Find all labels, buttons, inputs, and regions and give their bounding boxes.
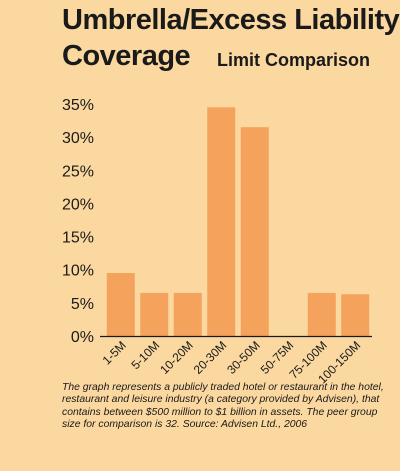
- bar-5-10M: [140, 292, 169, 336]
- y-tick-label: 0%: [71, 329, 94, 346]
- y-tick-label: 35%: [62, 97, 94, 114]
- bar-30-50M: [240, 127, 269, 336]
- x-axis-tick-labels: 1-5M 5-10M10-20M20-30M30-50M50-75M75-100M…: [100, 338, 364, 386]
- y-tick-label: 15%: [62, 230, 94, 247]
- x-tick-label: 1-5M: [100, 338, 129, 367]
- x-tick-label: 30-50M: [224, 338, 263, 377]
- chart-subtitle: Limit Comparison: [217, 50, 371, 70]
- y-tick-label: 10%: [62, 263, 94, 280]
- chart-title-line2: Coverage: [62, 40, 191, 72]
- x-tick-label: 10-20M: [157, 338, 196, 377]
- bar-1-5M: [106, 273, 135, 336]
- y-tick-label: 30%: [62, 130, 94, 147]
- bar-10-20M: [173, 292, 202, 336]
- bar-20-30M: [207, 107, 236, 336]
- bar-75-100M: [307, 292, 336, 336]
- y-tick-label: 20%: [62, 196, 94, 213]
- y-tick-label: 5%: [71, 296, 94, 313]
- x-tick-label: 20-30M: [191, 338, 230, 377]
- chart-title-line1: Umbrella/Excess Liability: [62, 4, 400, 36]
- bar-100-150M: [341, 294, 370, 336]
- y-axis-ticks: 0% 5% 10% 15% 20% 25% 30% 35%: [62, 97, 94, 346]
- chart-caption: The graph represents a publicly traded h…: [62, 382, 384, 431]
- y-tick-label: 25%: [62, 163, 94, 180]
- bars: [106, 107, 370, 336]
